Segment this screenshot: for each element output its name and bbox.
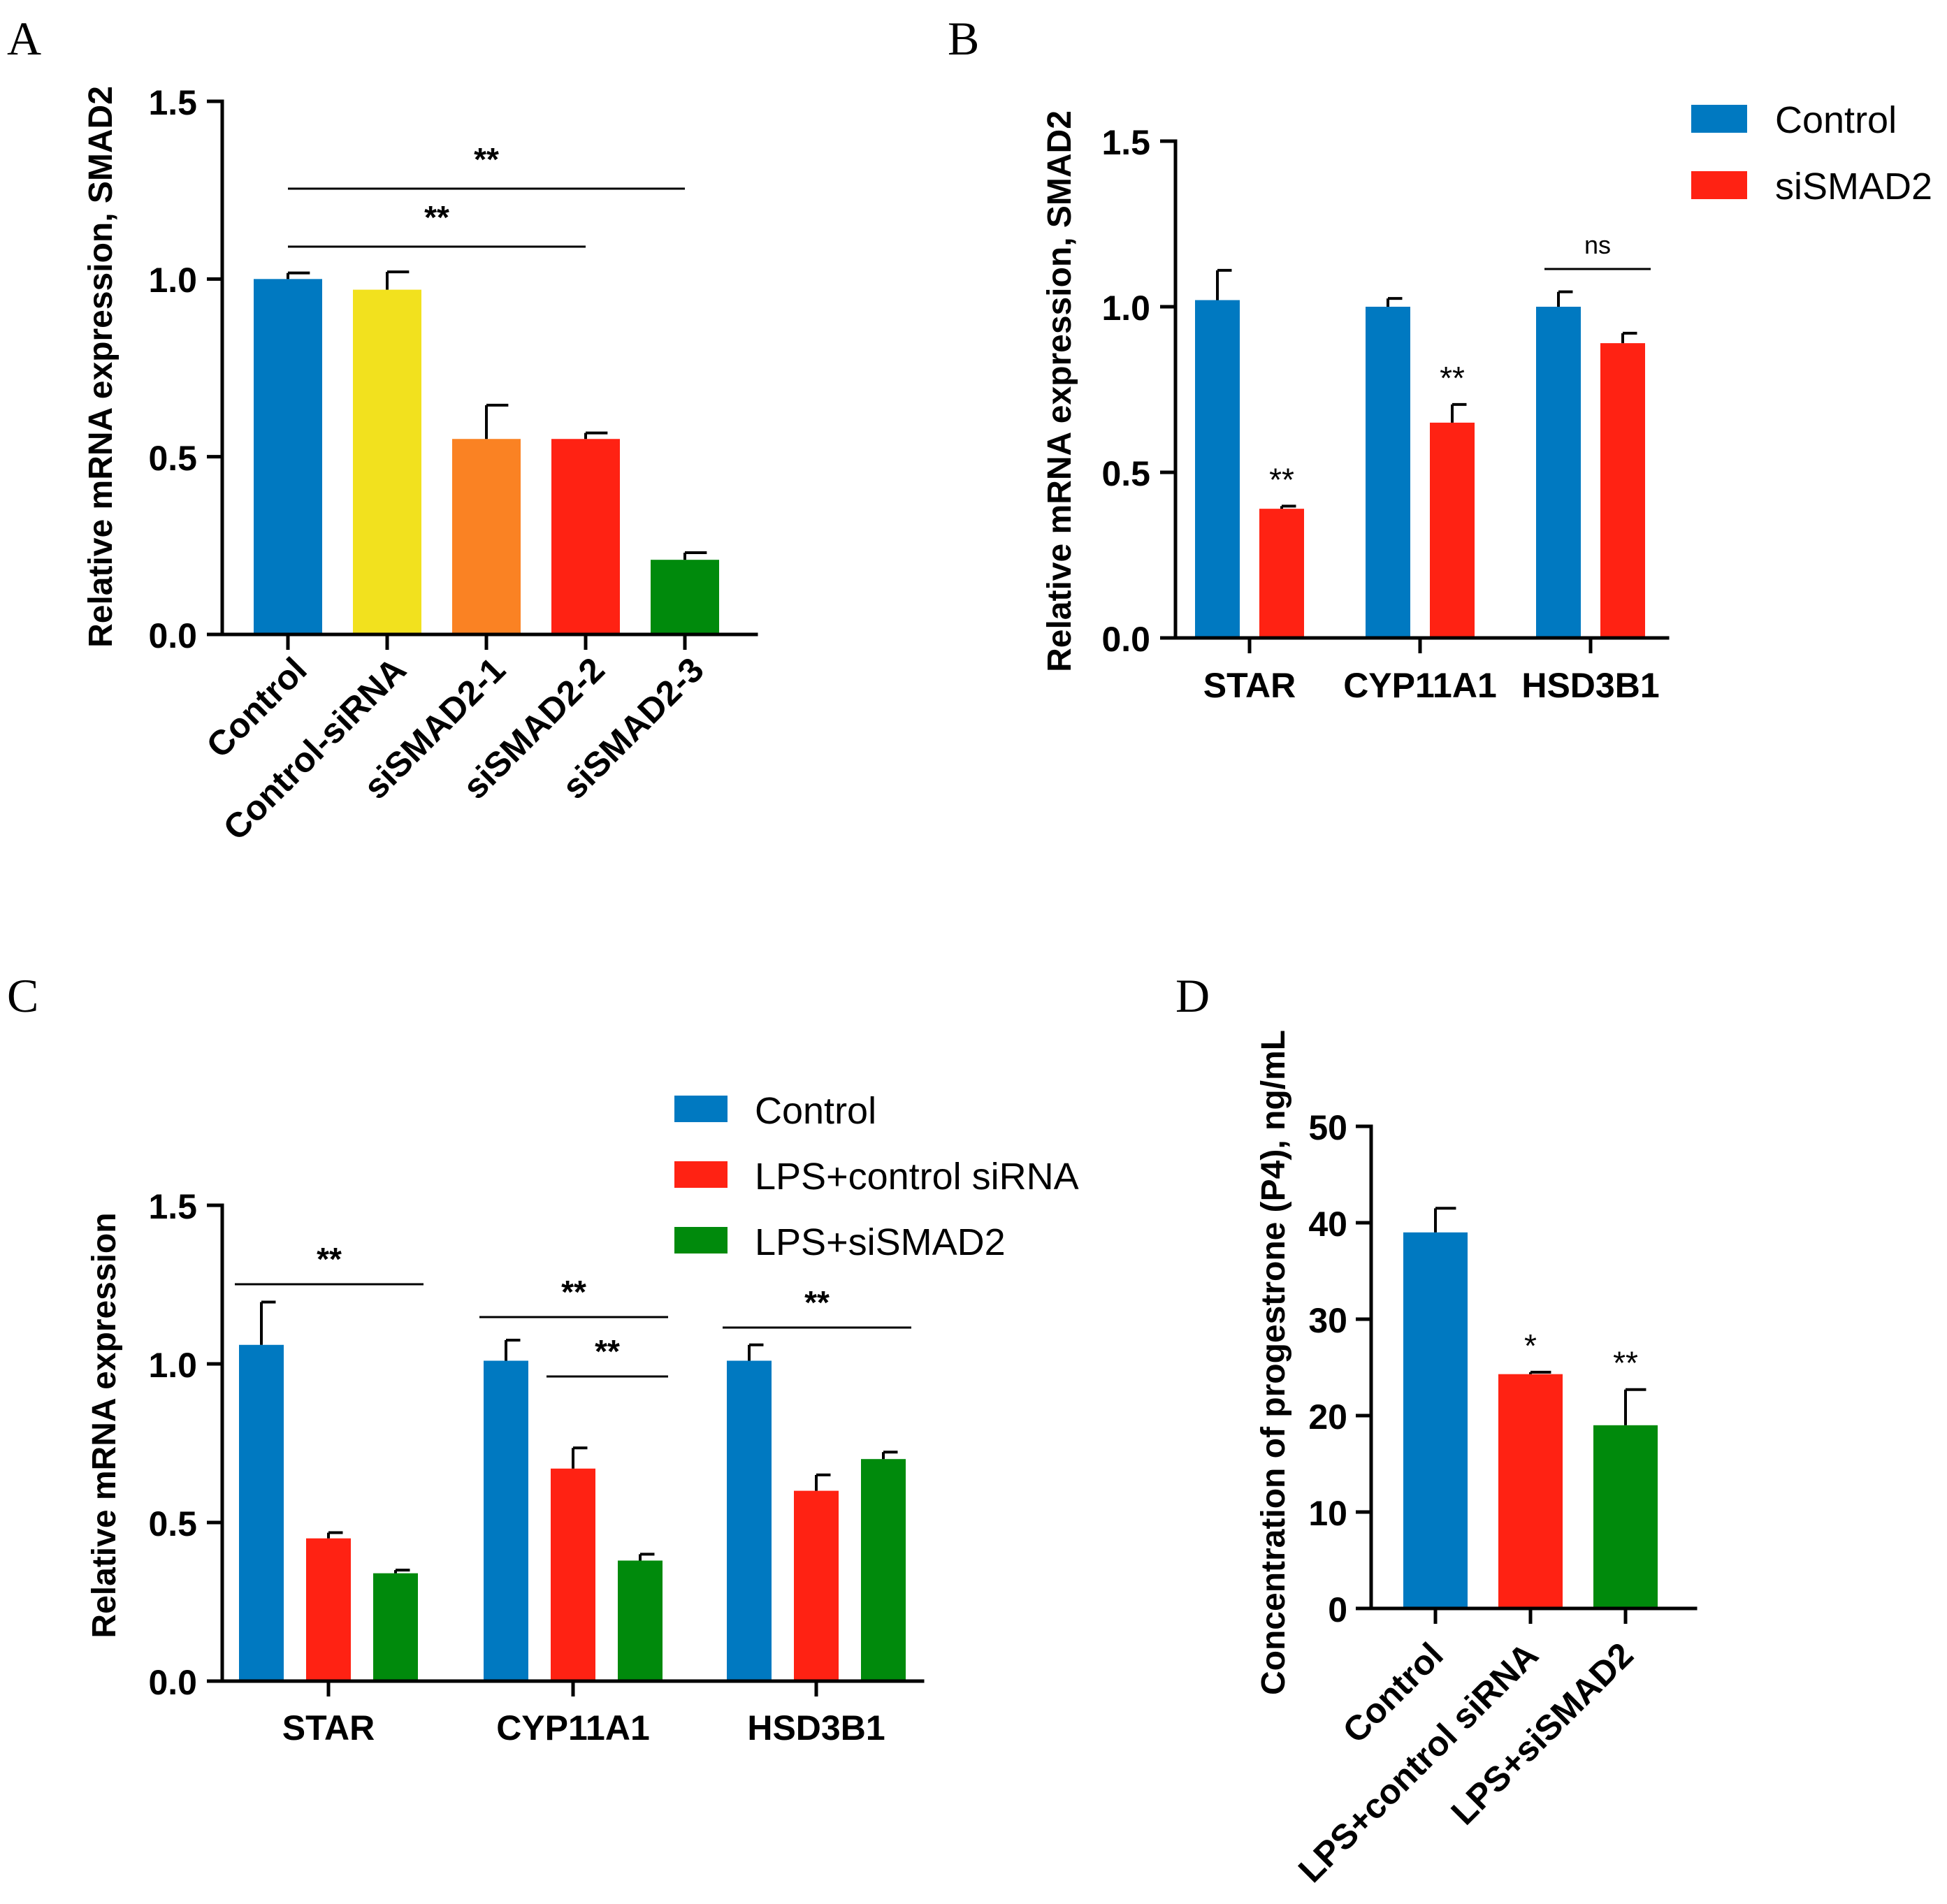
- significance-label: **: [424, 199, 449, 235]
- significance-label: ns: [1584, 231, 1611, 259]
- y-axis-label: Relative mRNA expression, SMAD2: [1041, 110, 1078, 672]
- bar: [1259, 509, 1304, 638]
- bar: [484, 1360, 528, 1681]
- bar: [373, 1573, 418, 1681]
- panel-label-d: D: [1175, 969, 1210, 1022]
- bar: [452, 439, 521, 634]
- legend-label: LPS+control siRNA: [755, 1156, 1079, 1198]
- legend-label: Control: [755, 1090, 876, 1132]
- bar: [1600, 343, 1645, 638]
- significance-label: **: [1613, 1345, 1638, 1381]
- y-tick-label: 0.5: [1101, 454, 1150, 493]
- legend-label: LPS+siSMAD2: [755, 1221, 1006, 1263]
- y-tick-label: 1.5: [1101, 123, 1150, 162]
- y-tick-label: 30: [1308, 1301, 1347, 1340]
- y-tick-label: 0: [1328, 1590, 1347, 1629]
- legend-label: siSMAD2: [1775, 166, 1932, 208]
- y-tick-label: 1.5: [148, 83, 197, 122]
- bar: [1430, 422, 1475, 638]
- bar: [551, 439, 620, 634]
- panel-label-a: A: [7, 12, 41, 65]
- bar: [727, 1360, 772, 1681]
- significance-label: **: [561, 1274, 586, 1310]
- significance-label: **: [317, 1241, 342, 1277]
- panel-a: A ** ** 0.0 0.5 1.0 1.5 Relative mRNA exp…: [7, 12, 758, 848]
- y-tick-label: 0.0: [148, 1663, 197, 1702]
- legend-swatch-lps-sismad2: [674, 1227, 728, 1253]
- panel-label-b: B: [948, 12, 979, 65]
- x-tick-label: HSD3B1: [1521, 666, 1659, 705]
- legend: Control LPS+control siRNA LPS+siSMAD2: [674, 1090, 1079, 1263]
- x-tick-label: HSD3B1: [747, 1708, 885, 1747]
- legend-swatch-control: [1691, 105, 1747, 133]
- bar: [794, 1490, 839, 1681]
- significance-label: **: [1269, 461, 1294, 497]
- y-tick-label: 20: [1308, 1397, 1347, 1437]
- bar: [239, 1344, 284, 1681]
- legend-label: Control: [1775, 99, 1897, 141]
- significance-label: **: [1440, 360, 1465, 396]
- bar: [1536, 307, 1581, 638]
- significance-label: **: [474, 141, 499, 177]
- x-tick-label: STAR: [282, 1708, 375, 1747]
- y-tick-label: 0.5: [148, 1504, 197, 1543]
- y-axis-label: Concentration of progestrone (P4), ng/mL: [1255, 1030, 1292, 1695]
- panel-b: B ** ** ns 0.0 0.5 1.0 1.5 Relative mRNA e…: [948, 12, 1932, 705]
- x-tick-label: STAR: [1203, 666, 1296, 705]
- bar: [1498, 1374, 1563, 1608]
- bar: [1403, 1232, 1468, 1608]
- panel-c: C ******** 0.0 0.5 1.0 1.5 Relative mRNA…: [7, 969, 1079, 1747]
- y-tick-label: 40: [1308, 1205, 1347, 1244]
- panel-label-c: C: [7, 969, 38, 1022]
- y-tick-label: 1.5: [148, 1187, 197, 1226]
- significance-label: **: [595, 1333, 620, 1369]
- y-axis-label: Relative mRNA expression, SMAD2: [82, 86, 120, 648]
- bar: [1366, 307, 1410, 638]
- x-tick-label: CYP11A1: [1343, 666, 1497, 705]
- x-tick-label: Control-siRNA: [216, 650, 414, 848]
- bar: [551, 1468, 595, 1681]
- y-tick-label: 0.0: [148, 616, 197, 655]
- bar: [1195, 300, 1240, 638]
- y-tick-label: 10: [1308, 1494, 1347, 1533]
- bar: [651, 560, 719, 634]
- y-tick-label: 1.0: [1101, 289, 1150, 328]
- y-tick-label: 50: [1308, 1108, 1347, 1147]
- y-tick-label: 0.0: [1101, 620, 1150, 659]
- significance-label: **: [804, 1284, 830, 1321]
- legend-swatch-control: [674, 1096, 728, 1122]
- bar: [861, 1459, 906, 1681]
- legend: Control siSMAD2: [1691, 99, 1932, 208]
- y-tick-label: 1.0: [148, 1346, 197, 1385]
- bar: [353, 289, 421, 634]
- bar: [1593, 1425, 1658, 1608]
- bar: [618, 1560, 663, 1681]
- bar: [254, 279, 322, 634]
- significance-label: *: [1524, 1328, 1537, 1364]
- y-axis-label: Relative mRNA expression: [86, 1212, 123, 1638]
- legend-swatch-lps-control-sirna: [674, 1161, 728, 1188]
- panel-d: D * ** 0 10 20 30 40 50 Concentration of …: [1175, 969, 1698, 1890]
- y-tick-label: 0.5: [148, 439, 197, 478]
- x-tick-label: CYP11A1: [496, 1708, 650, 1747]
- bar: [306, 1538, 351, 1681]
- legend-swatch-sismad2: [1691, 171, 1747, 199]
- y-tick-label: 1.0: [148, 261, 197, 300]
